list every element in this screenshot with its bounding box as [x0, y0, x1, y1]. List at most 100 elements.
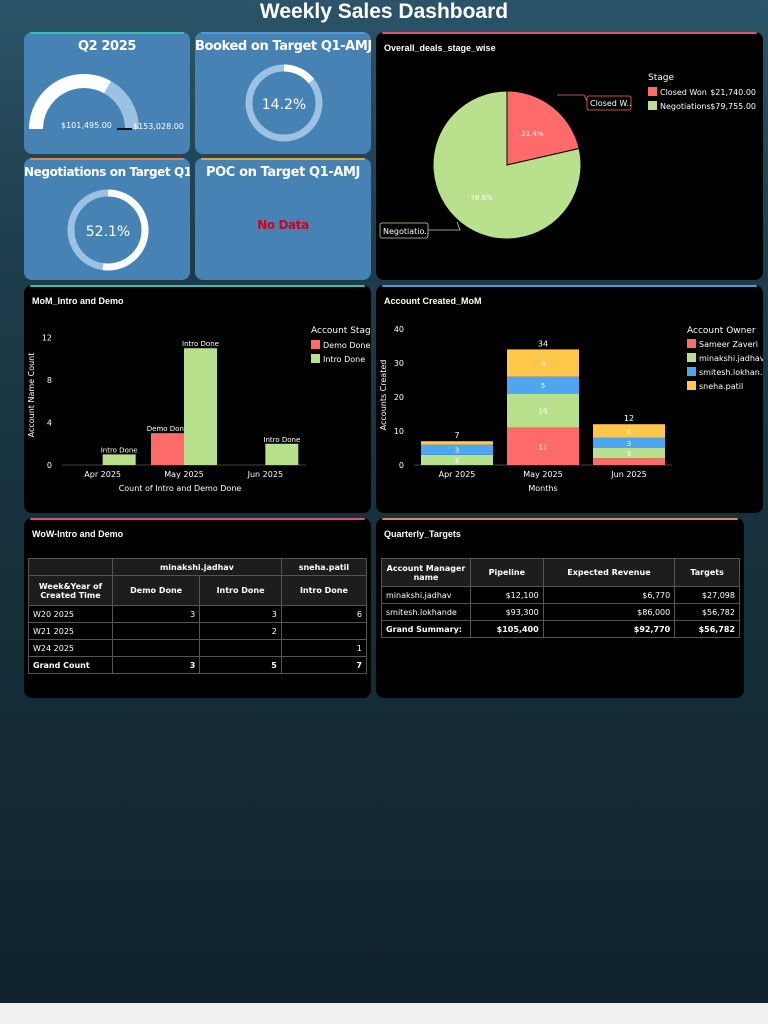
- account-panel-title: Account Created_MoM: [384, 296, 482, 306]
- segment-label: 10: [539, 408, 548, 416]
- bar-label: Demo Done: [147, 425, 188, 433]
- total-cell: 3: [111, 656, 201, 674]
- table-cell: 3: [199, 605, 282, 623]
- card-accent: [30, 32, 184, 34]
- bar-total-label: 7: [454, 431, 459, 440]
- negotiations-ring: 52.1%: [67, 189, 149, 271]
- table-total-row: Grand Count 3 5 7: [28, 656, 368, 674]
- callout-box-negotiations: [379, 222, 429, 239]
- account-created-panel[interactable]: Account Created_MoM Accounts Created Mon…: [376, 285, 763, 513]
- legend-label: smitesh.lokhan...: [699, 368, 763, 377]
- legend-label: Demo Done: [323, 341, 370, 350]
- q2-value-label: $101,495.00: [61, 121, 112, 130]
- x-tick-label: May 2025: [523, 470, 562, 479]
- targets-table: Account Manager name Pipeline Expected R…: [381, 558, 740, 638]
- column-header[interactable]: Intro Done: [280, 575, 368, 606]
- segment-label: 3: [455, 447, 459, 455]
- total-cell: $56,782: [674, 620, 740, 638]
- pipeline-cell: $93,300: [470, 603, 544, 621]
- booked-ring: 14.2%: [245, 64, 323, 142]
- y-tick-label: 40: [394, 325, 404, 334]
- mom-legend-title: Account Stage: [311, 326, 371, 336]
- legend-swatch: [311, 354, 320, 363]
- legend-swatch: [648, 87, 657, 96]
- table-cell: 1: [280, 639, 368, 657]
- segment-label: 8: [541, 360, 545, 368]
- segment-label: 11: [539, 443, 548, 451]
- row-label: W20 2025: [28, 605, 113, 623]
- column-header[interactable]: Intro Done: [199, 575, 282, 606]
- row-header[interactable]: Week&Year of Created Time: [28, 575, 113, 606]
- legend-swatch: [687, 367, 696, 376]
- table-cell: [199, 639, 282, 657]
- wow-table-panel[interactable]: WoW-Intro and Demo minakshi.jadhav sneha…: [24, 518, 371, 698]
- y-tick-label: 8: [47, 376, 52, 385]
- card-accent: [30, 158, 184, 160]
- kpi-q2-card[interactable]: Q2 2025 $101,495.00 $153,028.00: [24, 32, 190, 154]
- wow-panel-title: WoW-Intro and Demo: [32, 529, 124, 539]
- bar: [265, 443, 299, 465]
- owner-header[interactable]: minakshi.jadhav: [112, 558, 282, 576]
- row-label: W24 2025: [28, 639, 113, 657]
- legend-label: Closed Won: [660, 88, 707, 97]
- table-cell: 6: [280, 605, 368, 623]
- segment-label: 3: [455, 457, 459, 465]
- targets-cell: $27,098: [674, 586, 740, 604]
- table-corner-cell: [28, 558, 113, 576]
- dashboard-page: Weekly Sales Dashboard Q2 2025 $101,495.…: [0, 0, 768, 1003]
- manager-name: minakshi.jadhav: [381, 586, 471, 604]
- pie-chart-panel[interactable]: Overall_deals_stage_wise 21.4% 78.6% Clos…: [376, 32, 763, 280]
- quarterly-targets-panel[interactable]: Quarterly_Targets Account Manager name P…: [376, 518, 744, 698]
- table-row: smitesh.lokhande $93,300 $86,000 $56,782: [381, 603, 740, 621]
- table-header-row: minakshi.jadhav sneha.patil: [28, 558, 368, 576]
- stacked-bar-segment: [421, 444, 493, 455]
- table-cell: [111, 622, 201, 640]
- legend-label: Negotiations: [660, 102, 711, 111]
- card-accent: [382, 32, 757, 34]
- column-header[interactable]: Account Manager name: [381, 558, 471, 587]
- kpi-negotiations-card[interactable]: Negotiations on Target Q1-AMJ 52.1%: [24, 158, 190, 280]
- table-total-row: Grand Summary: $105,400 $92,770 $56,782: [381, 620, 740, 638]
- targets-cell: $56,782: [674, 603, 740, 621]
- mom-chart-panel[interactable]: MoM_Intro and Demo Account Name Count Co…: [24, 285, 371, 513]
- bar-label: Intro Done: [101, 446, 138, 454]
- column-header[interactable]: Pipeline: [470, 558, 544, 587]
- legend-label: Sameer Zaveri: [699, 340, 758, 349]
- stacked-bar-segment: [507, 427, 579, 465]
- legend-value: $79,755.00: [710, 102, 756, 111]
- callout-box-closed-won: [586, 95, 632, 111]
- booked-ring-fill: [245, 64, 323, 142]
- kpi-booked-card[interactable]: Booked on Target Q1-AMJ 14.2%: [195, 32, 371, 154]
- kpi-q2-title: Q2 2025: [77, 39, 136, 54]
- column-header[interactable]: Demo Done: [111, 575, 201, 606]
- card-accent: [382, 518, 738, 520]
- row-label: W21 2025: [28, 622, 113, 640]
- bar: [184, 348, 217, 465]
- column-header[interactable]: Expected Revenue: [542, 558, 676, 587]
- column-header[interactable]: Targets: [674, 558, 740, 587]
- total-label: Grand Summary:: [381, 620, 471, 638]
- stacked-bar-segment: [593, 458, 665, 465]
- callout-line-closed-won: [557, 94, 589, 104]
- legend-swatch: [687, 381, 696, 390]
- pie-slice-label: 78.6%: [470, 194, 493, 202]
- stacked-bar-segment: [421, 454, 493, 465]
- callout-line-negotiations: [426, 221, 461, 231]
- legend-swatch: [648, 101, 657, 110]
- wow-table: minakshi.jadhav sneha.patil Week&Year of…: [28, 558, 368, 674]
- bar: [151, 433, 184, 465]
- table-header-row: Week&Year of Created Time Demo Done Intr…: [28, 575, 368, 606]
- pie-slice-label: 21.4%: [521, 130, 544, 138]
- y-tick-label: 10: [394, 427, 404, 436]
- total-cell: $92,770: [542, 620, 676, 638]
- legend-label: sneha.patil: [699, 382, 743, 391]
- table-row: W20 2025 3 3 6: [28, 605, 368, 623]
- table-row: minakshi.jadhav $12,100 $6,770 $27,098: [381, 586, 740, 604]
- owner-header[interactable]: sneha.patil: [280, 558, 368, 576]
- dashboard-title: Weekly Sales Dashboard: [259, 0, 509, 23]
- y-tick-label: 4: [47, 419, 52, 428]
- account-stacked-bar-chart: Accounts Created Months Account Owner 0 1…: [379, 325, 763, 493]
- targets-panel-title: Quarterly_Targets: [384, 529, 461, 539]
- y-tick-label: 0: [399, 461, 404, 470]
- kpi-poc-card[interactable]: POC on Target Q1-AMJ No Data: [195, 158, 371, 280]
